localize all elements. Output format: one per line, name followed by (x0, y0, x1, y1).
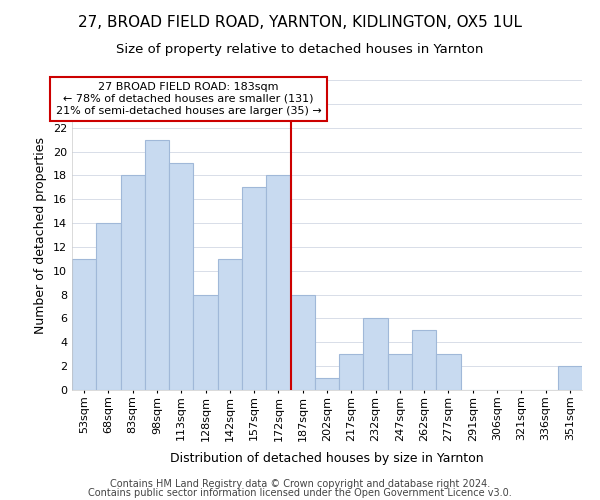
Text: Size of property relative to detached houses in Yarnton: Size of property relative to detached ho… (116, 42, 484, 56)
Bar (364, 318, 388, 390)
Bar (436, 354, 461, 390)
Bar (121, 176, 145, 390)
Bar (315, 378, 339, 390)
Text: Contains public sector information licensed under the Open Government Licence v3: Contains public sector information licen… (88, 488, 512, 498)
Bar (266, 176, 290, 390)
Text: 27 BROAD FIELD ROAD: 183sqm
← 78% of detached houses are smaller (131)
21% of se: 27 BROAD FIELD ROAD: 183sqm ← 78% of det… (56, 82, 322, 116)
Text: 27, BROAD FIELD ROAD, YARNTON, KIDLINGTON, OX5 1UL: 27, BROAD FIELD ROAD, YARNTON, KIDLINGTO… (78, 15, 522, 30)
Y-axis label: Number of detached properties: Number of detached properties (34, 136, 47, 334)
Text: Contains HM Land Registry data © Crown copyright and database right 2024.: Contains HM Land Registry data © Crown c… (110, 479, 490, 489)
Bar (388, 354, 412, 390)
Bar (339, 354, 364, 390)
Bar (290, 294, 315, 390)
Bar (412, 330, 436, 390)
Bar (218, 259, 242, 390)
X-axis label: Distribution of detached houses by size in Yarnton: Distribution of detached houses by size … (170, 452, 484, 465)
Bar (169, 164, 193, 390)
Bar (72, 259, 96, 390)
Bar (558, 366, 582, 390)
Bar (145, 140, 169, 390)
Bar (96, 223, 121, 390)
Bar (242, 188, 266, 390)
Bar (193, 294, 218, 390)
